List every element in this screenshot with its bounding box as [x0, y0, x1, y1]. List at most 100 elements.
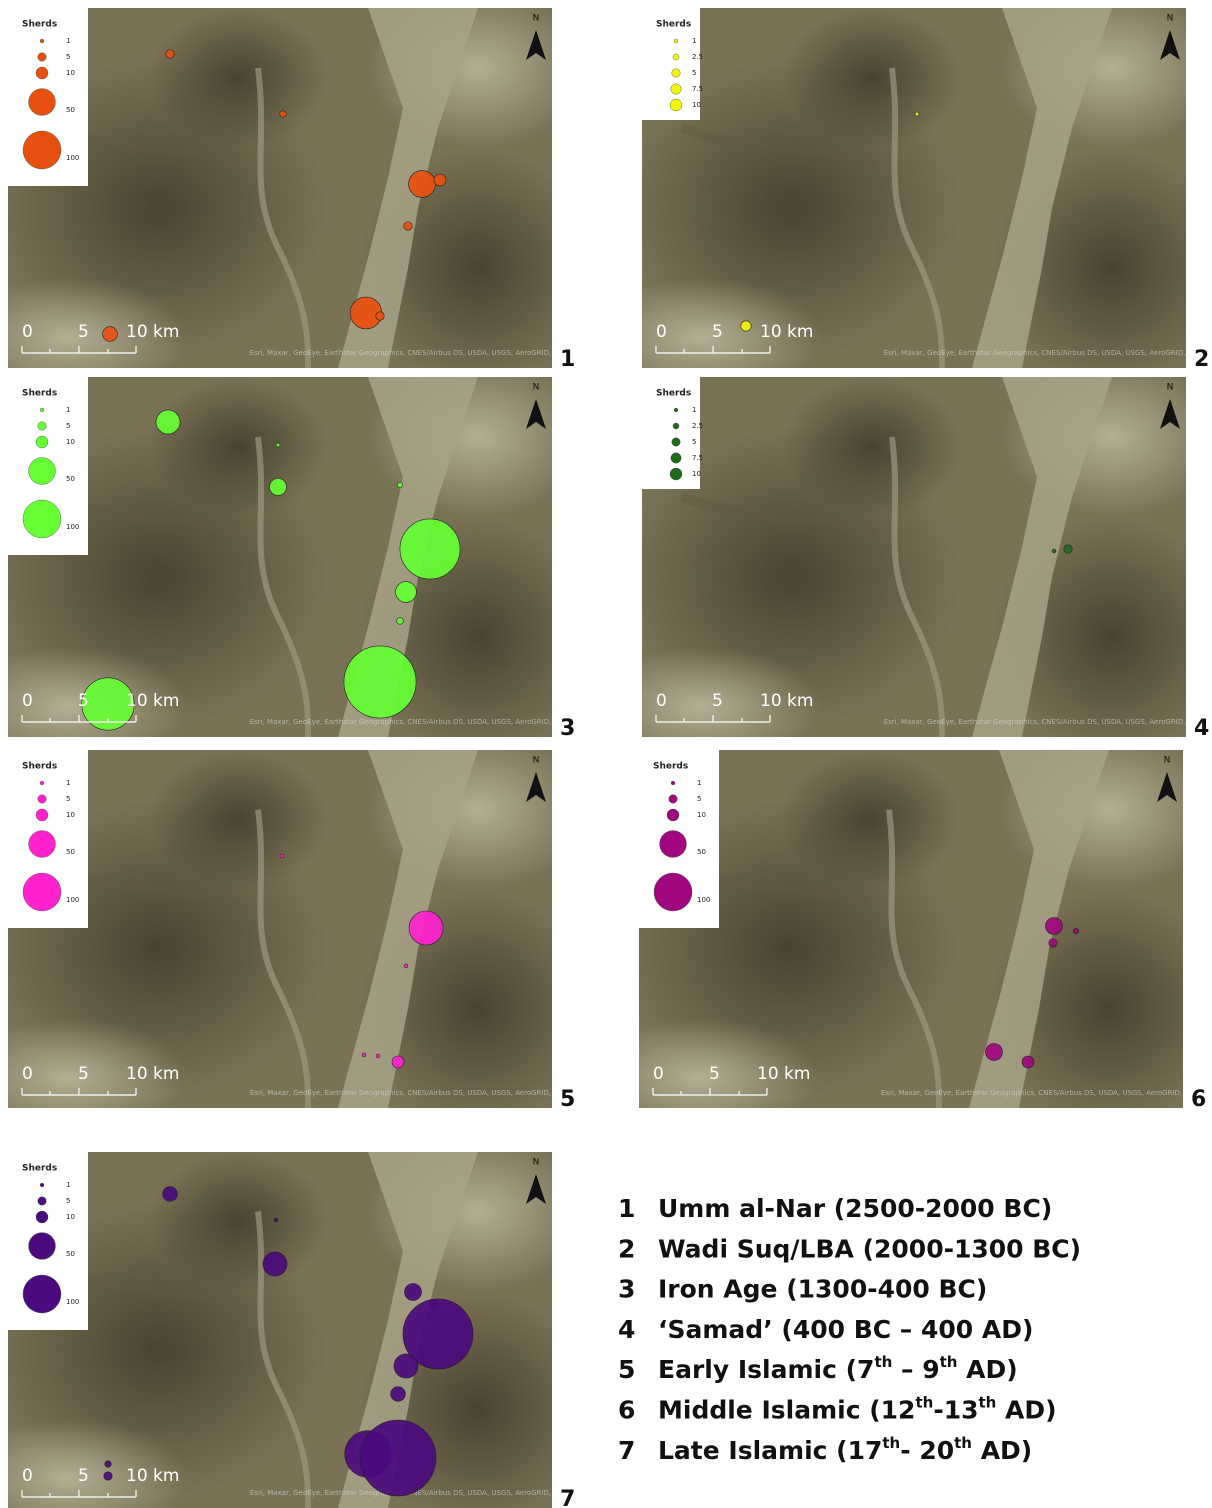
period-label: ‘Samad’ (400 BC – 400 AD) [658, 1315, 1033, 1344]
legend-label: 10 [66, 438, 75, 446]
legend-label: 10 [66, 811, 75, 819]
period-label: Early Islamic (7th – 9th AD) [658, 1353, 1018, 1385]
legend-symbol [670, 468, 682, 480]
scale-label: 0 [653, 1064, 664, 1084]
legend-symbol [40, 39, 44, 43]
legend-label: 5 [66, 53, 70, 61]
legend-symbol [660, 831, 687, 858]
site-symbol [741, 321, 751, 331]
period-text: - 20 [900, 1436, 954, 1465]
legend-symbol [38, 422, 46, 430]
satellite-basemap [0, 0, 598, 398]
scale-label: 0 [22, 1064, 33, 1084]
site-symbol [409, 171, 436, 198]
north-label: N [1167, 383, 1174, 393]
legend-label: 50 [697, 848, 706, 856]
period-text: th [940, 1353, 958, 1371]
map-panel: Sherds151050100N0510 km7 [0, 1132, 598, 1508]
site-symbol [1064, 545, 1072, 553]
legend-symbol [38, 53, 46, 61]
panel-number: 1 [560, 347, 575, 372]
period-label: Late Islamic (17th- 20th AD) [658, 1433, 1032, 1465]
legend-label: 5 [692, 69, 696, 77]
scale-label: 10 km [760, 322, 813, 342]
north-label: N [533, 756, 540, 766]
legend-symbol [674, 39, 678, 43]
site-symbol [276, 443, 280, 447]
scale-label: 5 [712, 691, 723, 711]
legend-label: 50 [66, 106, 75, 114]
legend-symbol [23, 1275, 61, 1313]
site-symbol [404, 964, 408, 968]
site-symbol [397, 482, 402, 487]
legend-title: Sherds [22, 20, 57, 30]
period-text: th [978, 1393, 996, 1411]
legend-title: Sherds [656, 20, 691, 30]
site-symbol [391, 1387, 406, 1402]
legend-symbol [23, 873, 61, 911]
scale-label: 10 km [126, 322, 179, 342]
legend-label: 10 [692, 470, 701, 478]
legend-label: 100 [66, 154, 79, 162]
scale-label: 5 [78, 322, 89, 342]
legend-symbol [29, 89, 56, 116]
period-text: th [874, 1353, 892, 1371]
legend-label: 50 [66, 848, 75, 856]
period-text: Wadi Suq/LBA (2000-1300 BC) [658, 1234, 1081, 1263]
period-label: Wadi Suq/LBA (2000-1300 BC) [658, 1234, 1081, 1263]
legend-label: 50 [66, 1250, 75, 1258]
period-number: 7 [618, 1436, 635, 1465]
legend-label: 10 [692, 101, 701, 109]
site-symbol [1022, 1056, 1034, 1068]
period-number: 5 [618, 1355, 635, 1384]
period-text: Early Islamic (7 [658, 1355, 874, 1384]
site-symbol [409, 911, 443, 945]
legend-symbol [40, 781, 44, 785]
legend-symbol [36, 809, 48, 821]
site-symbol [986, 1044, 1003, 1061]
figure: Esri, Maxar, GeoEye, Earthstar Geographi… [0, 0, 1212, 1508]
period-text: Iron Age (1300-400 BC) [658, 1275, 987, 1304]
legend-label: 1 [66, 37, 70, 45]
scale-label: 0 [22, 322, 33, 342]
scale-label: 0 [22, 1466, 33, 1486]
legend-symbol [671, 84, 681, 94]
period-text: -13 [933, 1396, 978, 1425]
panel-number: 3 [560, 716, 575, 741]
site-symbol [1049, 939, 1057, 947]
site-symbol [405, 1284, 422, 1301]
site-symbol [1052, 549, 1056, 553]
period-text: – 9 [892, 1355, 939, 1384]
site-symbol [270, 479, 287, 496]
period-label: Iron Age (1300-400 BC) [658, 1275, 987, 1304]
site-symbol [280, 111, 287, 118]
panel-number: 2 [1194, 347, 1209, 372]
legend-symbol [671, 781, 675, 785]
site-symbol [103, 327, 118, 342]
period-text: th [954, 1433, 972, 1451]
panel-number: 4 [1194, 716, 1209, 741]
period-label: Umm al-Nar (2500-2000 BC) [658, 1194, 1052, 1223]
legend-label: 7.5 [692, 85, 703, 93]
legend-symbol [673, 54, 679, 60]
legend-title: Sherds [656, 389, 691, 399]
site-symbol [400, 519, 460, 579]
site-symbol [280, 854, 284, 858]
legend-label: 1 [66, 779, 70, 787]
scale-label: 5 [712, 322, 723, 342]
site-symbol [1046, 918, 1063, 935]
legend-label: 100 [66, 523, 79, 531]
legend-label: 5 [66, 422, 70, 430]
period-text: th [882, 1433, 900, 1451]
period-number: 6 [618, 1396, 635, 1425]
legend-symbol [671, 453, 681, 463]
site-symbol [1073, 928, 1078, 933]
legend-title: Sherds [22, 389, 57, 399]
period-number: 1 [618, 1194, 635, 1223]
legend-symbol [29, 1233, 56, 1260]
north-label: N [533, 14, 540, 24]
scale-label: 10 km [757, 1064, 810, 1084]
